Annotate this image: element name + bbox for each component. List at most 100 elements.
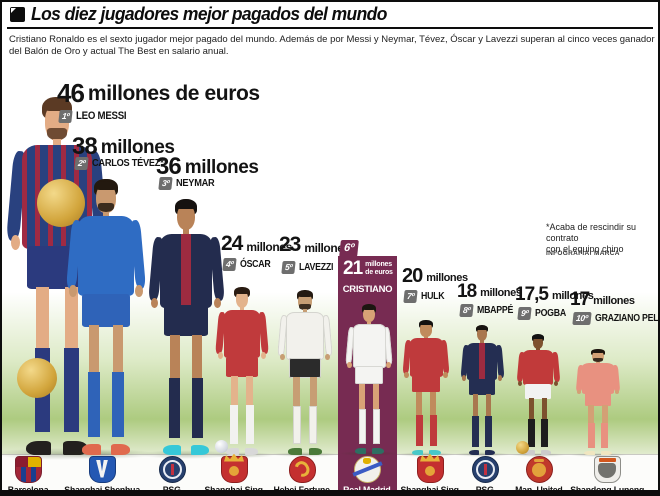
boot-left [162,444,182,455]
leg-left [528,398,535,420]
manutd-crest-icon [525,456,553,483]
head [420,322,432,337]
head [176,203,196,231]
player-name-pogba: POGBA [535,307,567,319]
hair-top [43,99,71,112]
leg-left [472,393,479,418]
hand-left [404,371,409,378]
hand-right [553,380,559,386]
bottom-frame [2,490,658,494]
leg-right [601,405,608,425]
sock-right [372,409,380,445]
hebei-crest-icon [288,456,316,483]
shirt [352,324,386,368]
salary-unit-pogba: millones [551,290,594,303]
name-row-lavezzi: 5º LAVEZZI [281,261,338,274]
hair-top [476,325,488,331]
rank-badge-messi: 1º [58,110,73,123]
sock-right [64,347,80,432]
club-name-oscar: Shanghai Sipg [205,485,264,494]
name-row-tevez: 2º CARLOS TÉVEZ* [74,157,174,170]
salary-unit-mbappe: millones [480,287,522,300]
player-figure-neymar [138,199,234,459]
player-name-pelle: GRAZIANO PELLÈ [594,312,659,324]
player-figure-cristiano [339,304,399,457]
boot-left [225,448,239,455]
salary-amount-cristiano: 21 [343,258,363,279]
footnote: *Acaba de rescindir su contrato con el e… [546,222,658,255]
psg-crest-icon [471,456,499,483]
salary-amount-tevez: 38 [72,133,98,160]
club-tile-pogba: Man. United [484,456,594,494]
boot-right [190,444,210,455]
player-name-hulk: HULK [421,290,445,302]
club-name-pogba: Man. United [515,485,563,494]
sipg-crest-icon [416,456,444,483]
rank-badge-hulk: 7º [403,290,418,303]
boot-left [288,448,302,455]
player-figure-tevez [55,179,157,460]
hair-top [297,290,313,297]
hand-left [217,351,223,359]
sock-left [230,404,239,445]
name-row-neymar: 3º NEYMAR [158,177,220,190]
boot-left [26,440,51,455]
club-name-messi: Barcelona [8,485,49,494]
player-figure-mbappe [454,325,510,457]
rank-badge-pogba: 9º [517,307,532,320]
sipg-crest-icon [220,456,248,483]
salary-amount-oscar: 24 [221,232,243,255]
hand-left [69,285,77,297]
salary-unit-tevez: millones [100,136,175,158]
hand-left [517,380,523,386]
shirt [78,216,134,297]
leg-left [293,377,301,408]
footnote-line1: *Acaba de rescindir su contrato [546,222,637,243]
head [532,336,544,349]
salary-label-tevez: 38 millones [72,133,175,160]
boot-left [81,443,101,455]
boot-right [484,449,496,455]
salary-unit-cristiano: millones de euros [365,261,393,276]
shirt-stripe [479,342,485,381]
hand-left [347,361,352,369]
hand-right [614,389,619,395]
realmadrid-crest-icon [353,456,381,483]
neck [239,306,245,312]
shirt [522,350,554,386]
footnote-line2: con el equipo chino [546,244,624,254]
salary-unit-hulk: millones [426,272,468,284]
shorts [82,293,130,327]
salary-label-oscar: 24 millones [221,232,292,255]
player-name-oscar: ÓSCAR [240,258,271,270]
beard [593,358,603,362]
player-figure-oscar [208,287,276,458]
boot-right [111,443,131,455]
salary-label-pelle: 17 millones [570,290,635,309]
player-figure-pogba [510,334,566,457]
hand-right [443,371,448,378]
sock-right [191,378,203,439]
sock-right [429,414,437,447]
neck [52,139,62,149]
rank-badge-tevez: 2º [74,157,89,170]
shorts [355,366,383,385]
salary-amount-neymar: 36 [156,153,182,180]
golden-ball-icon [16,358,57,399]
club-name-lavezzi: Hebei Fortune [274,485,331,494]
shorts [469,378,495,395]
name-row-oscar: 4º ÓSCAR [222,258,275,271]
beard [299,304,311,310]
leg-right [65,286,79,352]
club-tile-pelle: Shandong Luneng [552,456,658,494]
player-name-lavezzi: LAVEZZI [299,261,334,273]
club-tile-neymar: PSG [117,456,227,494]
hair-top [362,304,376,310]
page-title: Los diez jugadores mejor pagados del mun… [31,4,387,24]
salary-amount-messi: 46 [57,78,85,108]
shorts [525,384,551,399]
shorts [584,392,612,406]
hand-right [497,375,503,381]
